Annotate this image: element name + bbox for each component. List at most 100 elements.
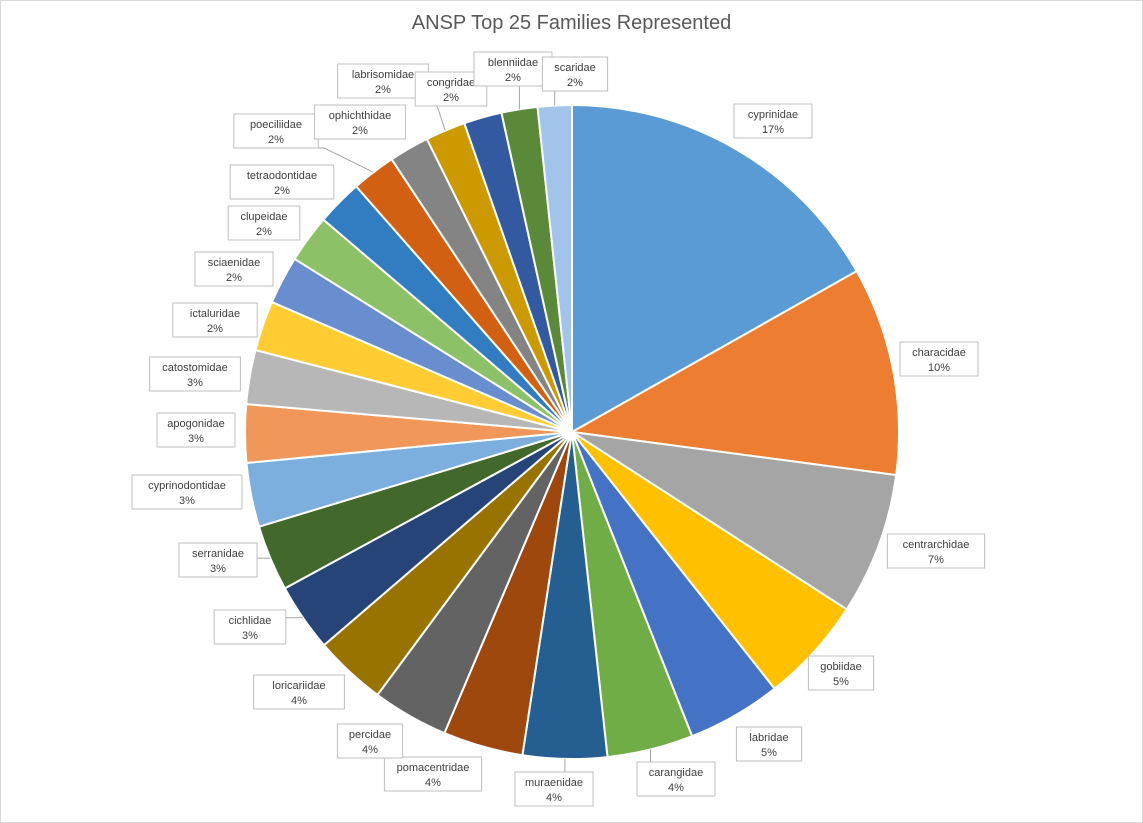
data-label-percent: 4%	[362, 744, 378, 756]
data-label-pomacentridae: pomacentridae 4%	[383, 756, 483, 792]
data-label-percent: 2%	[274, 185, 290, 197]
data-label-box	[178, 542, 258, 578]
pie-slice-characidae	[568, 269, 900, 477]
data-label-poeciliidae: poeciliidae 2%	[233, 113, 319, 149]
data-label-box	[541, 56, 609, 92]
leader-line-poeciliidae	[318, 147, 374, 173]
data-label-percent: 4%	[668, 782, 684, 794]
data-label-percent: 4%	[546, 792, 562, 804]
data-label-percent: 7%	[928, 554, 944, 566]
data-label-clupeidae: clupeidae 2%	[227, 205, 301, 241]
data-label-box	[636, 761, 716, 797]
data-label-category: labridae	[749, 732, 788, 744]
data-label-blenniidae: blenniidae 2%	[473, 51, 553, 87]
data-label-percent: 2%	[268, 134, 284, 146]
data-label-category: poeciliidae	[250, 119, 302, 131]
data-label-percent: 2%	[375, 84, 391, 96]
data-label-category: apogonidae	[167, 418, 225, 430]
data-label-percidae: percidae 4%	[336, 723, 404, 759]
data-label-category: congridae	[427, 77, 475, 89]
data-label-category: ictaluridae	[190, 308, 240, 320]
data-label-box	[131, 474, 243, 510]
data-label-box	[337, 63, 429, 99]
data-label-box	[314, 104, 406, 140]
data-label-percent: 2%	[352, 125, 368, 137]
data-label-box	[383, 756, 483, 792]
data-label-category: loricariidae	[272, 680, 325, 692]
data-label-tetraodontidae: tetraodontidae 2%	[229, 164, 335, 200]
data-label-muraenidae: muraenidae 4%	[514, 771, 594, 807]
data-label-box	[156, 412, 236, 448]
data-label-category: cyprinidae	[748, 109, 798, 121]
data-label-category: carangidae	[649, 767, 703, 779]
data-label-box	[473, 51, 553, 87]
data-label-percent: 2%	[207, 323, 223, 335]
data-label-apogonidae: apogonidae 3%	[156, 412, 236, 448]
data-label-category: serranidae	[192, 548, 244, 560]
data-label-scaridae: scaridae 2%	[541, 56, 609, 92]
data-label-percent: 2%	[256, 226, 272, 238]
data-label-percent: 2%	[443, 92, 459, 104]
data-label-percent: 17%	[762, 124, 784, 136]
data-label-category: clupeidae	[240, 211, 287, 223]
data-label-category: ophichthidae	[329, 110, 391, 122]
data-label-cichlidae: cichlidae 3%	[213, 609, 287, 645]
data-label-percent: 3%	[187, 377, 203, 389]
data-label-serranidae: serranidae 3%	[178, 542, 258, 578]
data-label-box	[336, 723, 404, 759]
data-label-category: pomacentridae	[397, 762, 470, 774]
data-label-category: labrisomidae	[352, 69, 414, 81]
data-label-box	[149, 356, 241, 392]
data-label-box	[227, 205, 301, 241]
data-label-box	[899, 341, 979, 377]
data-label-box	[172, 302, 258, 338]
data-label-centrarchidae: centrarchidae 7%	[886, 533, 986, 569]
data-label-category: tetraodontidae	[247, 170, 317, 182]
data-label-labridae: labridae 5%	[735, 726, 803, 762]
data-label-box	[229, 164, 335, 200]
data-label-category: cyprinodontidae	[148, 480, 226, 492]
data-label-box	[735, 726, 803, 762]
pie-slice-cyprinidae	[571, 103, 859, 434]
data-label-percent: 4%	[291, 695, 307, 707]
data-label-percent: 2%	[226, 272, 242, 284]
data-label-labrisomidae: labrisomidae 2%	[337, 63, 429, 99]
chart-title: ANSP Top 25 Families Represented	[411, 12, 732, 34]
data-label-box	[233, 113, 319, 149]
data-label-category: characidae	[912, 347, 966, 359]
data-label-category: centrarchidae	[903, 539, 970, 551]
pie-slice-centrarchidae	[571, 431, 898, 611]
data-label-percent: 10%	[928, 362, 950, 374]
data-label-box	[807, 655, 875, 691]
data-label-percent: 3%	[188, 433, 204, 445]
data-label-sciaenidae: sciaenidae 2%	[194, 251, 274, 287]
data-label-ictaluridae: ictaluridae 2%	[172, 302, 258, 338]
data-label-percent: 5%	[833, 676, 849, 688]
data-label-category: scaridae	[554, 62, 596, 74]
data-label-category: blenniidae	[488, 57, 538, 69]
data-label-percent: 3%	[242, 630, 258, 642]
data-label-percent: 3%	[179, 495, 195, 507]
data-label-loricariidae: loricariidae 4%	[253, 674, 345, 710]
data-label-cyprinidae: cyprinidae 17%	[733, 103, 813, 139]
data-label-catostomidae: catostomidae 3%	[149, 356, 241, 392]
data-label-category: percidae	[349, 729, 391, 741]
data-label-box	[514, 771, 594, 807]
data-label-percent: 3%	[210, 563, 226, 575]
data-label-cyprinodontidae: cyprinodontidae 3%	[131, 474, 243, 510]
data-label-percent: 4%	[425, 777, 441, 789]
data-label-box	[253, 674, 345, 710]
data-label-percent: 2%	[567, 77, 583, 89]
data-label-ophichthidae: ophichthidae 2%	[314, 104, 406, 140]
data-label-percent: 5%	[761, 747, 777, 759]
data-label-box	[194, 251, 274, 287]
data-label-box	[886, 533, 986, 569]
data-label-category: catostomidae	[162, 362, 227, 374]
data-label-category: cichlidae	[229, 615, 272, 627]
data-label-category: sciaenidae	[208, 257, 261, 269]
data-label-percent: 2%	[505, 72, 521, 84]
data-label-characidae: characidae 10%	[899, 341, 979, 377]
data-label-box	[213, 609, 287, 645]
data-label-category: gobiidae	[820, 661, 862, 673]
